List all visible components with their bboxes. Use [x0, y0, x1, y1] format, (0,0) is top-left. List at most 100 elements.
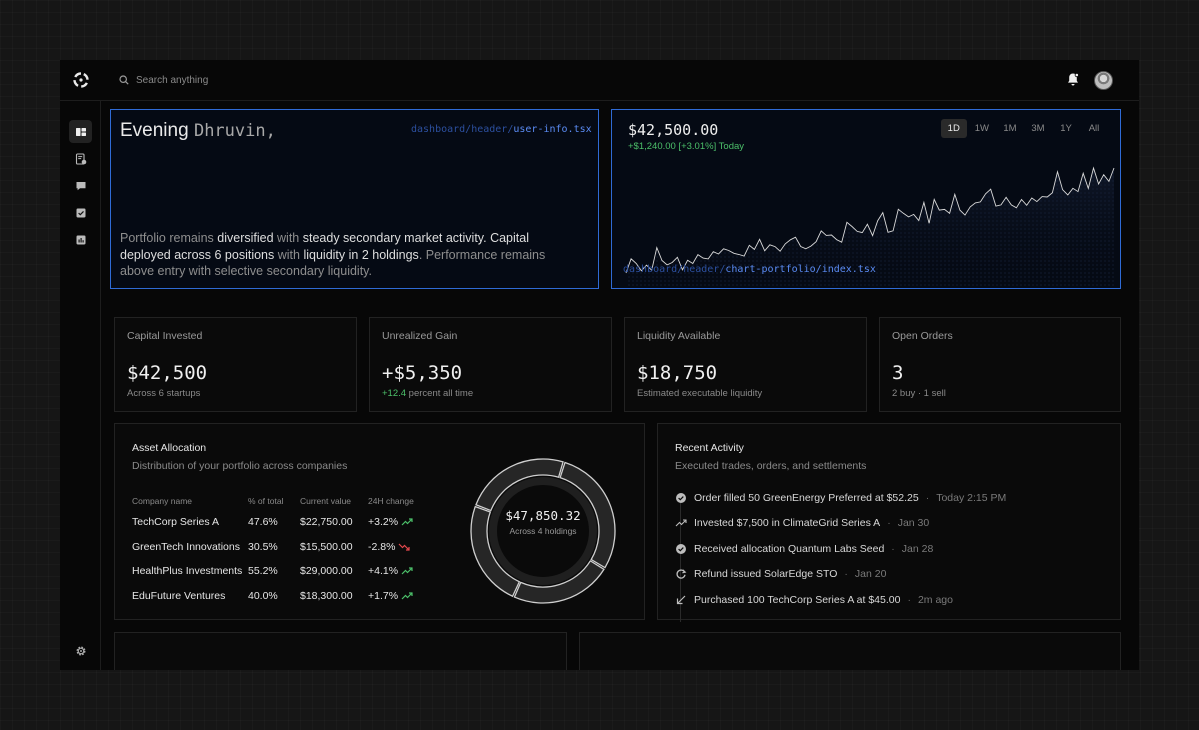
user-name: Dhruvin, [193, 121, 276, 141]
donut-segment[interactable] [513, 559, 605, 604]
range-button-1m[interactable]: 1M [1003, 123, 1017, 134]
range-button-1y[interactable]: 1Y [1060, 123, 1072, 134]
stat-title: Unrealized Gain [382, 330, 458, 342]
arrow-down-left-icon [676, 595, 686, 604]
cell-change: +3.2% [368, 510, 428, 535]
stat-card-unrealized-gain: Unrealized Gain +$5,350 +12.4 percent al… [369, 317, 612, 412]
trend-down-icon [399, 543, 411, 551]
stat-card-capital-invested: Capital Invested $42,500 Across 6 startu… [114, 317, 357, 412]
separator-dot: · [844, 568, 848, 581]
portfolio-price: $42,500.00 [628, 121, 719, 139]
sidebar [60, 101, 101, 670]
activity-item[interactable]: Refund issued SolarEdge STO · Jan 20 [675, 562, 1006, 588]
allocation-table: Company name % of total Current value 24… [132, 492, 428, 608]
user-info-panel: Evening Dhruvin, dashboard/header/user-i… [110, 109, 599, 289]
activity-item[interactable]: Received allocation Quantum Labs Seed · Ja… [675, 536, 1006, 562]
cell-value: $18,300.00 [300, 589, 353, 602]
check-circle-icon [676, 543, 686, 554]
sidebar-item-dashboard[interactable] [69, 120, 92, 143]
document-check-icon [75, 152, 86, 165]
separator-dot: · [907, 593, 911, 606]
range-button-1d[interactable]: 1D [940, 119, 967, 138]
section-subtitle: Distribution of your portfolio across co… [132, 460, 348, 472]
sidebar-item-messages[interactable] [69, 174, 92, 197]
cell-change: +4.1% [368, 559, 428, 584]
activity-text: Refund issued SolarEdge STO [694, 568, 838, 581]
component-path: dashboard/header/chart-portfolio/index.t… [623, 264, 876, 275]
section-subtitle: Executed trades, orders, and settlements [675, 460, 867, 472]
activity-item[interactable]: Invested $7,500 in ClimateGrid Series A ·… [675, 511, 1006, 537]
chart-area-gradient [626, 168, 1114, 288]
donut-segment[interactable] [470, 505, 521, 598]
refresh-icon [676, 569, 687, 579]
app-window: Search anything [60, 60, 1139, 670]
sidebar-item-reports[interactable] [69, 147, 92, 170]
trend-up-icon [401, 567, 413, 575]
table-row[interactable]: GreenTech Innovations 30.5% $15,500.00 -2.8… [132, 535, 428, 560]
cell-change: +1.7% [368, 584, 428, 609]
activity-text: Purchased 100 TechCorp Series A at $45.0… [694, 593, 901, 606]
column-header[interactable]: Current value [300, 496, 352, 506]
search-bar[interactable]: Search anything [119, 72, 208, 88]
stat-title: Liquidity Available [637, 330, 721, 342]
sidebar-item-tasks[interactable] [69, 201, 92, 224]
donut-subtext: Across 4 holdings [509, 526, 577, 536]
stat-value: 3 [892, 362, 904, 384]
column-header[interactable]: % of total [248, 496, 284, 506]
cell-value: $15,500.00 [300, 540, 353, 553]
cell-company: GreenTech Innovations [132, 540, 240, 553]
stat-subtext: Across 6 startups [127, 388, 201, 399]
stat-card-open-orders: Open Orders 3 2 buy · 1 sell [879, 317, 1121, 412]
dashboard-icon [75, 127, 86, 136]
bell-icon[interactable] [1066, 72, 1080, 87]
bottom-panel-left [114, 632, 567, 670]
donut-segment[interactable] [475, 458, 564, 512]
logo-icon[interactable] [73, 72, 89, 88]
cell-pct: 30.5% [248, 540, 278, 553]
trend-up-icon [401, 518, 413, 526]
donut-segment[interactable] [559, 461, 616, 569]
bar-chart-icon [76, 235, 85, 244]
portfolio-chart-panel: $42,500.00 +$1,240.00 [+3.01%] Today 1D 1… [611, 109, 1121, 289]
portfolio-line-chart [625, 166, 1115, 288]
cell-company: HealthPlus Investments [132, 565, 243, 578]
stat-card-liquidity-available: Liquidity Available $18,750 Estimated ex… [624, 317, 867, 412]
activity-item[interactable]: Order filled 50 GreenEnergy Preferred at… [675, 485, 1006, 511]
column-header[interactable]: Company name [132, 496, 193, 506]
section-title: Asset Allocation [132, 442, 207, 454]
range-button-1w[interactable]: 1W [974, 123, 989, 134]
search-icon [119, 75, 129, 85]
settings-button[interactable] [69, 639, 92, 662]
activity-text: Order filled 50 GreenEnergy Preferred at… [694, 491, 919, 504]
greeting: Evening Dhruvin, [120, 120, 276, 142]
range-button-3m[interactable]: 3M [1031, 123, 1045, 134]
stat-subtext: 2 buy · 1 sell [892, 388, 946, 399]
check-circle-icon [676, 492, 686, 503]
separator-dot: · [887, 517, 891, 530]
sidebar-item-analytics[interactable] [69, 228, 92, 251]
table-header-row: Company name % of total Current value 24… [132, 492, 428, 510]
activity-time: Jan 28 [901, 542, 934, 555]
activity-item[interactable]: Purchased 100 TechCorp Series A at $45.0… [675, 587, 1006, 613]
activity-list: Order filled 50 GreenEnergy Preferred at… [675, 485, 1006, 613]
component-path: dashboard/header/user-info.tsx [411, 124, 592, 135]
cell-value: $29,000.00 [300, 565, 353, 578]
trend-up-icon [401, 592, 413, 600]
table-row[interactable]: TechCorp Series A 47.6% $22,750.00 +3.2% [132, 510, 428, 535]
price-change: +$1,240.00 [+3.01%] Today [628, 141, 745, 152]
chart-line [625, 166, 1115, 274]
table-row[interactable]: HealthPlus Investments 55.2% $29,000.00 +4.… [132, 559, 428, 584]
column-header[interactable]: 24H change [368, 496, 414, 506]
avatar[interactable] [1094, 71, 1113, 90]
donut-total: $47,850.32 [505, 508, 581, 523]
cell-pct: 55.2% [248, 565, 278, 578]
greeting-text: Evening [120, 120, 189, 141]
activity-time: 2m ago [917, 593, 953, 606]
asset-allocation-panel: Asset Allocation Distribution of your po… [114, 423, 645, 620]
table-row[interactable]: EduFuture Ventures 40.0% $18,300.00 +1.7% [132, 584, 428, 609]
section-title: Recent Activity [675, 442, 744, 454]
activity-text: Received allocation Quantum Labs Seed [694, 542, 885, 555]
range-button-all[interactable]: All [1088, 123, 1100, 134]
search-input[interactable]: Search anything [136, 74, 209, 86]
bottom-panel-right [579, 632, 1121, 670]
